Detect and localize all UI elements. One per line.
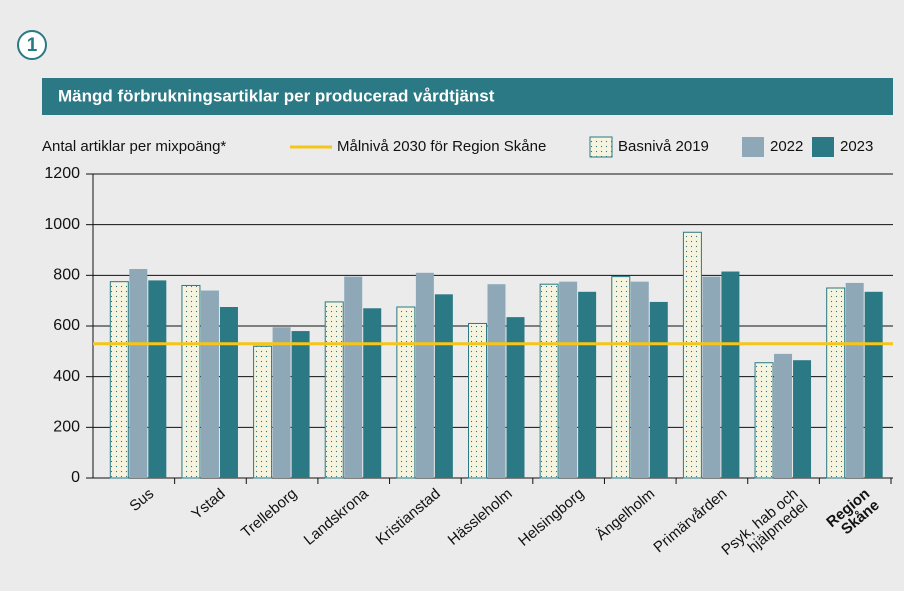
bar — [630, 281, 649, 478]
bar — [845, 282, 864, 478]
y-tick-label: 1000 — [44, 216, 80, 233]
bar — [129, 269, 148, 478]
bar — [148, 280, 167, 478]
bar — [649, 301, 668, 478]
bar — [344, 276, 363, 478]
bar — [291, 331, 310, 478]
bar — [487, 284, 506, 478]
bar — [774, 353, 793, 478]
bar — [793, 360, 812, 478]
bar — [468, 322, 487, 479]
bar — [109, 281, 129, 479]
bar — [253, 345, 273, 479]
y-tick-label: 0 — [71, 469, 80, 486]
bar — [539, 283, 559, 479]
legend-label: Basnivå 2019 — [618, 138, 709, 155]
y-axis-label: Antal artiklar per mixpoäng* — [42, 138, 226, 155]
legend-label: 2022 — [770, 138, 803, 155]
legend-swatch — [742, 137, 764, 157]
bar — [559, 281, 578, 478]
bar — [682, 231, 702, 479]
bar — [826, 287, 846, 479]
legend-swatch — [589, 136, 613, 158]
y-tick-label: 1200 — [44, 165, 80, 182]
bar — [611, 276, 631, 479]
y-tick-label: 600 — [53, 317, 80, 334]
bar — [578, 291, 597, 478]
y-tick-label: 400 — [53, 368, 80, 385]
bar — [181, 284, 201, 479]
badge-circle — [17, 30, 47, 60]
bar — [434, 294, 453, 478]
legend-swatch — [812, 137, 834, 157]
y-tick-label: 200 — [53, 419, 80, 436]
bar — [272, 327, 291, 478]
badge-number: 1 — [27, 35, 38, 56]
legend-label: 2023 — [840, 138, 873, 155]
bar — [200, 290, 219, 478]
bar — [415, 272, 434, 478]
y-tick-label: 800 — [53, 267, 80, 284]
bar — [864, 291, 883, 478]
bar — [721, 271, 740, 478]
chart-title: Mängd förbrukningsartiklar per producera… — [58, 86, 495, 105]
bar — [324, 301, 344, 479]
title-bar — [42, 78, 893, 115]
bar — [363, 308, 382, 478]
bar — [506, 317, 525, 478]
legend-label: Målnivå 2030 för Region Skåne — [337, 138, 546, 155]
bar — [702, 276, 721, 478]
bar — [396, 306, 416, 479]
bar — [219, 307, 238, 478]
bar — [754, 362, 774, 479]
